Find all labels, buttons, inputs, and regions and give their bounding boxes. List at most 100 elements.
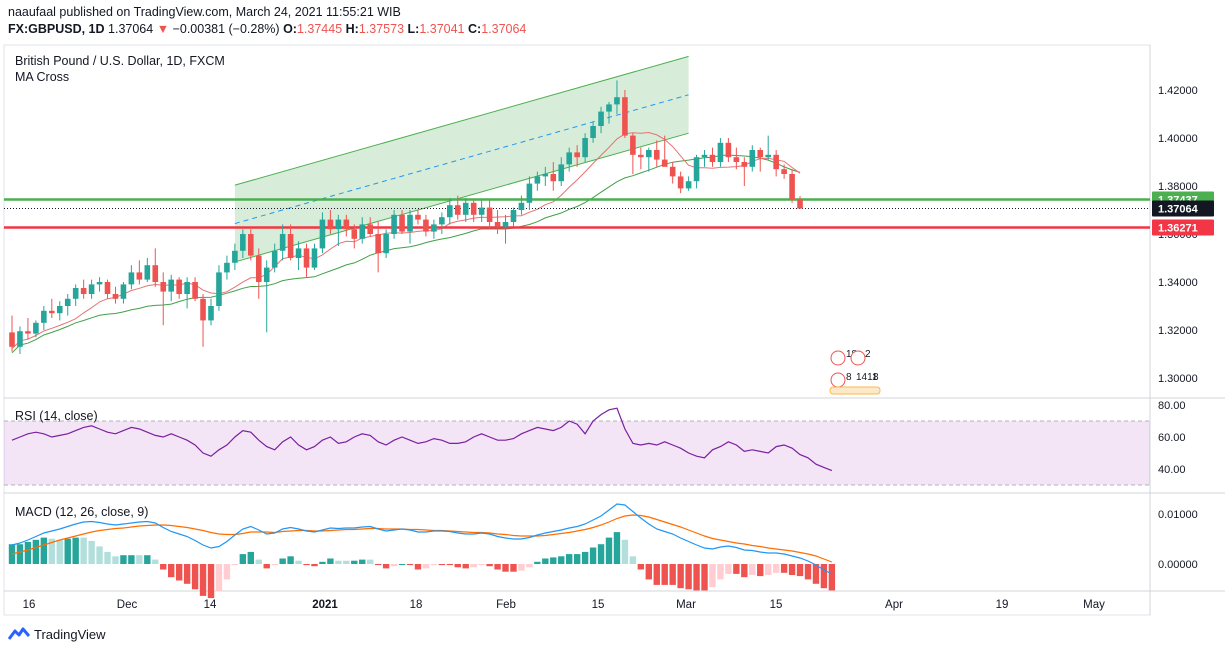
candle-body bbox=[526, 183, 533, 203]
candle-body bbox=[120, 284, 127, 299]
candle-body bbox=[144, 265, 151, 280]
macd-histogram-bar bbox=[311, 564, 318, 567]
macd-histogram-bar bbox=[48, 538, 55, 564]
candle-body bbox=[534, 176, 541, 184]
candle-body bbox=[622, 97, 628, 136]
candle-body bbox=[208, 306, 214, 321]
macd-histogram-bar bbox=[788, 564, 796, 575]
candle-body bbox=[646, 150, 652, 158]
macd-signal-line bbox=[11, 514, 833, 563]
macd-histogram-bar bbox=[589, 547, 597, 564]
macd-histogram-bar bbox=[765, 564, 772, 575]
macd-histogram-bar bbox=[215, 564, 223, 592]
down-arrow-icon: ▼ bbox=[156, 22, 170, 36]
ma-slow-line bbox=[11, 154, 801, 354]
candle-body bbox=[287, 234, 294, 258]
candle-body bbox=[184, 282, 190, 294]
event-count: 1411 bbox=[856, 372, 878, 383]
time-tick-label: Dec bbox=[117, 599, 138, 611]
macd-histogram-bar bbox=[239, 554, 247, 564]
candle-body bbox=[749, 150, 756, 167]
channel-lower-line bbox=[234, 132, 689, 263]
macd-histogram-bar bbox=[390, 564, 398, 567]
candle-body bbox=[725, 142, 732, 158]
candle-body bbox=[566, 152, 572, 165]
candle-body bbox=[391, 214, 397, 234]
macd-histogram-bar bbox=[685, 564, 692, 590]
tradingview-brand[interactable]: TradingView bbox=[8, 626, 106, 642]
macd-histogram-bar bbox=[24, 542, 32, 564]
candle-body bbox=[781, 169, 787, 174]
macd-histogram-bar bbox=[693, 564, 700, 591]
candle-body bbox=[638, 154, 644, 158]
macd-histogram-bar bbox=[709, 564, 716, 588]
price-label-text: 1.37064 bbox=[1158, 203, 1199, 215]
macd-histogram-bar bbox=[327, 558, 334, 564]
candle-body bbox=[168, 279, 174, 292]
macd-histogram-bar bbox=[367, 559, 374, 564]
macd-histogram-bar bbox=[550, 557, 557, 564]
candle-body bbox=[303, 248, 310, 268]
macd-histogram-bar bbox=[486, 564, 493, 567]
candle-body bbox=[9, 332, 15, 347]
candle-body bbox=[33, 322, 39, 334]
macd-histogram-bar bbox=[56, 539, 63, 564]
macd-histogram-bar bbox=[613, 532, 621, 564]
candle-body bbox=[582, 138, 588, 158]
candle-body bbox=[295, 248, 302, 258]
candle-body bbox=[279, 234, 286, 251]
macd-histogram-bar bbox=[438, 564, 446, 566]
candle-body bbox=[80, 288, 87, 294]
candle-body bbox=[454, 205, 461, 215]
macd-histogram-bar bbox=[104, 551, 111, 564]
macd-histogram-bar bbox=[597, 544, 605, 564]
macd-histogram-bar bbox=[629, 556, 637, 564]
price-tick-label: 1.42000 bbox=[1158, 85, 1198, 97]
brand-text: TradingView bbox=[34, 626, 106, 642]
macd-line bbox=[11, 503, 833, 575]
macd-histogram-bar bbox=[804, 564, 812, 580]
macd-histogram-bar bbox=[621, 539, 629, 564]
candle-body bbox=[112, 294, 119, 299]
candle-body bbox=[669, 166, 676, 177]
macd-histogram-bar bbox=[406, 564, 414, 566]
candle-body bbox=[630, 135, 636, 155]
macd-histogram-bar bbox=[661, 564, 668, 585]
macd-histogram-bar bbox=[382, 564, 390, 569]
macd-histogram-bar bbox=[144, 555, 151, 564]
macd-histogram-bar bbox=[223, 564, 231, 580]
candle-body bbox=[263, 267, 270, 282]
candle-body bbox=[677, 176, 684, 189]
time-tick-label: May bbox=[1083, 599, 1105, 611]
channel-upper-line bbox=[234, 55, 689, 186]
publish-text: naaufaal published on TradingView.com, M… bbox=[8, 5, 401, 19]
time-tick-label: 15 bbox=[592, 599, 605, 611]
candle-body bbox=[327, 219, 334, 230]
time-tick-label: Mar bbox=[676, 599, 696, 611]
candle-body bbox=[797, 199, 803, 209]
candle-body bbox=[200, 298, 206, 321]
symbol-label: FX:GBPUSD, 1D bbox=[8, 22, 105, 36]
candle-body bbox=[558, 164, 565, 182]
low-value: 1.37041 bbox=[419, 22, 465, 36]
candle-body bbox=[590, 126, 596, 138]
macd-histogram-bar bbox=[398, 564, 406, 565]
candle-body bbox=[240, 234, 246, 251]
open-label: O: bbox=[283, 22, 297, 36]
candle-body bbox=[733, 157, 740, 162]
candle-body bbox=[319, 219, 326, 249]
high-value: 1.37573 bbox=[358, 22, 405, 36]
macd-histogram-bar bbox=[828, 564, 836, 591]
macd-histogram-bar bbox=[343, 560, 350, 564]
macd-histogram-bar bbox=[231, 564, 239, 566]
macd-histogram-bar bbox=[701, 564, 708, 591]
event-count: 8 bbox=[873, 372, 879, 383]
candle-body bbox=[375, 234, 381, 254]
candle-body bbox=[248, 234, 254, 256]
candle-body bbox=[598, 111, 604, 126]
macd-histogram-bar bbox=[637, 564, 645, 570]
macd-histogram-bar bbox=[88, 540, 95, 564]
time-tick-label: 14 bbox=[204, 599, 217, 611]
low-label: L: bbox=[407, 22, 420, 36]
